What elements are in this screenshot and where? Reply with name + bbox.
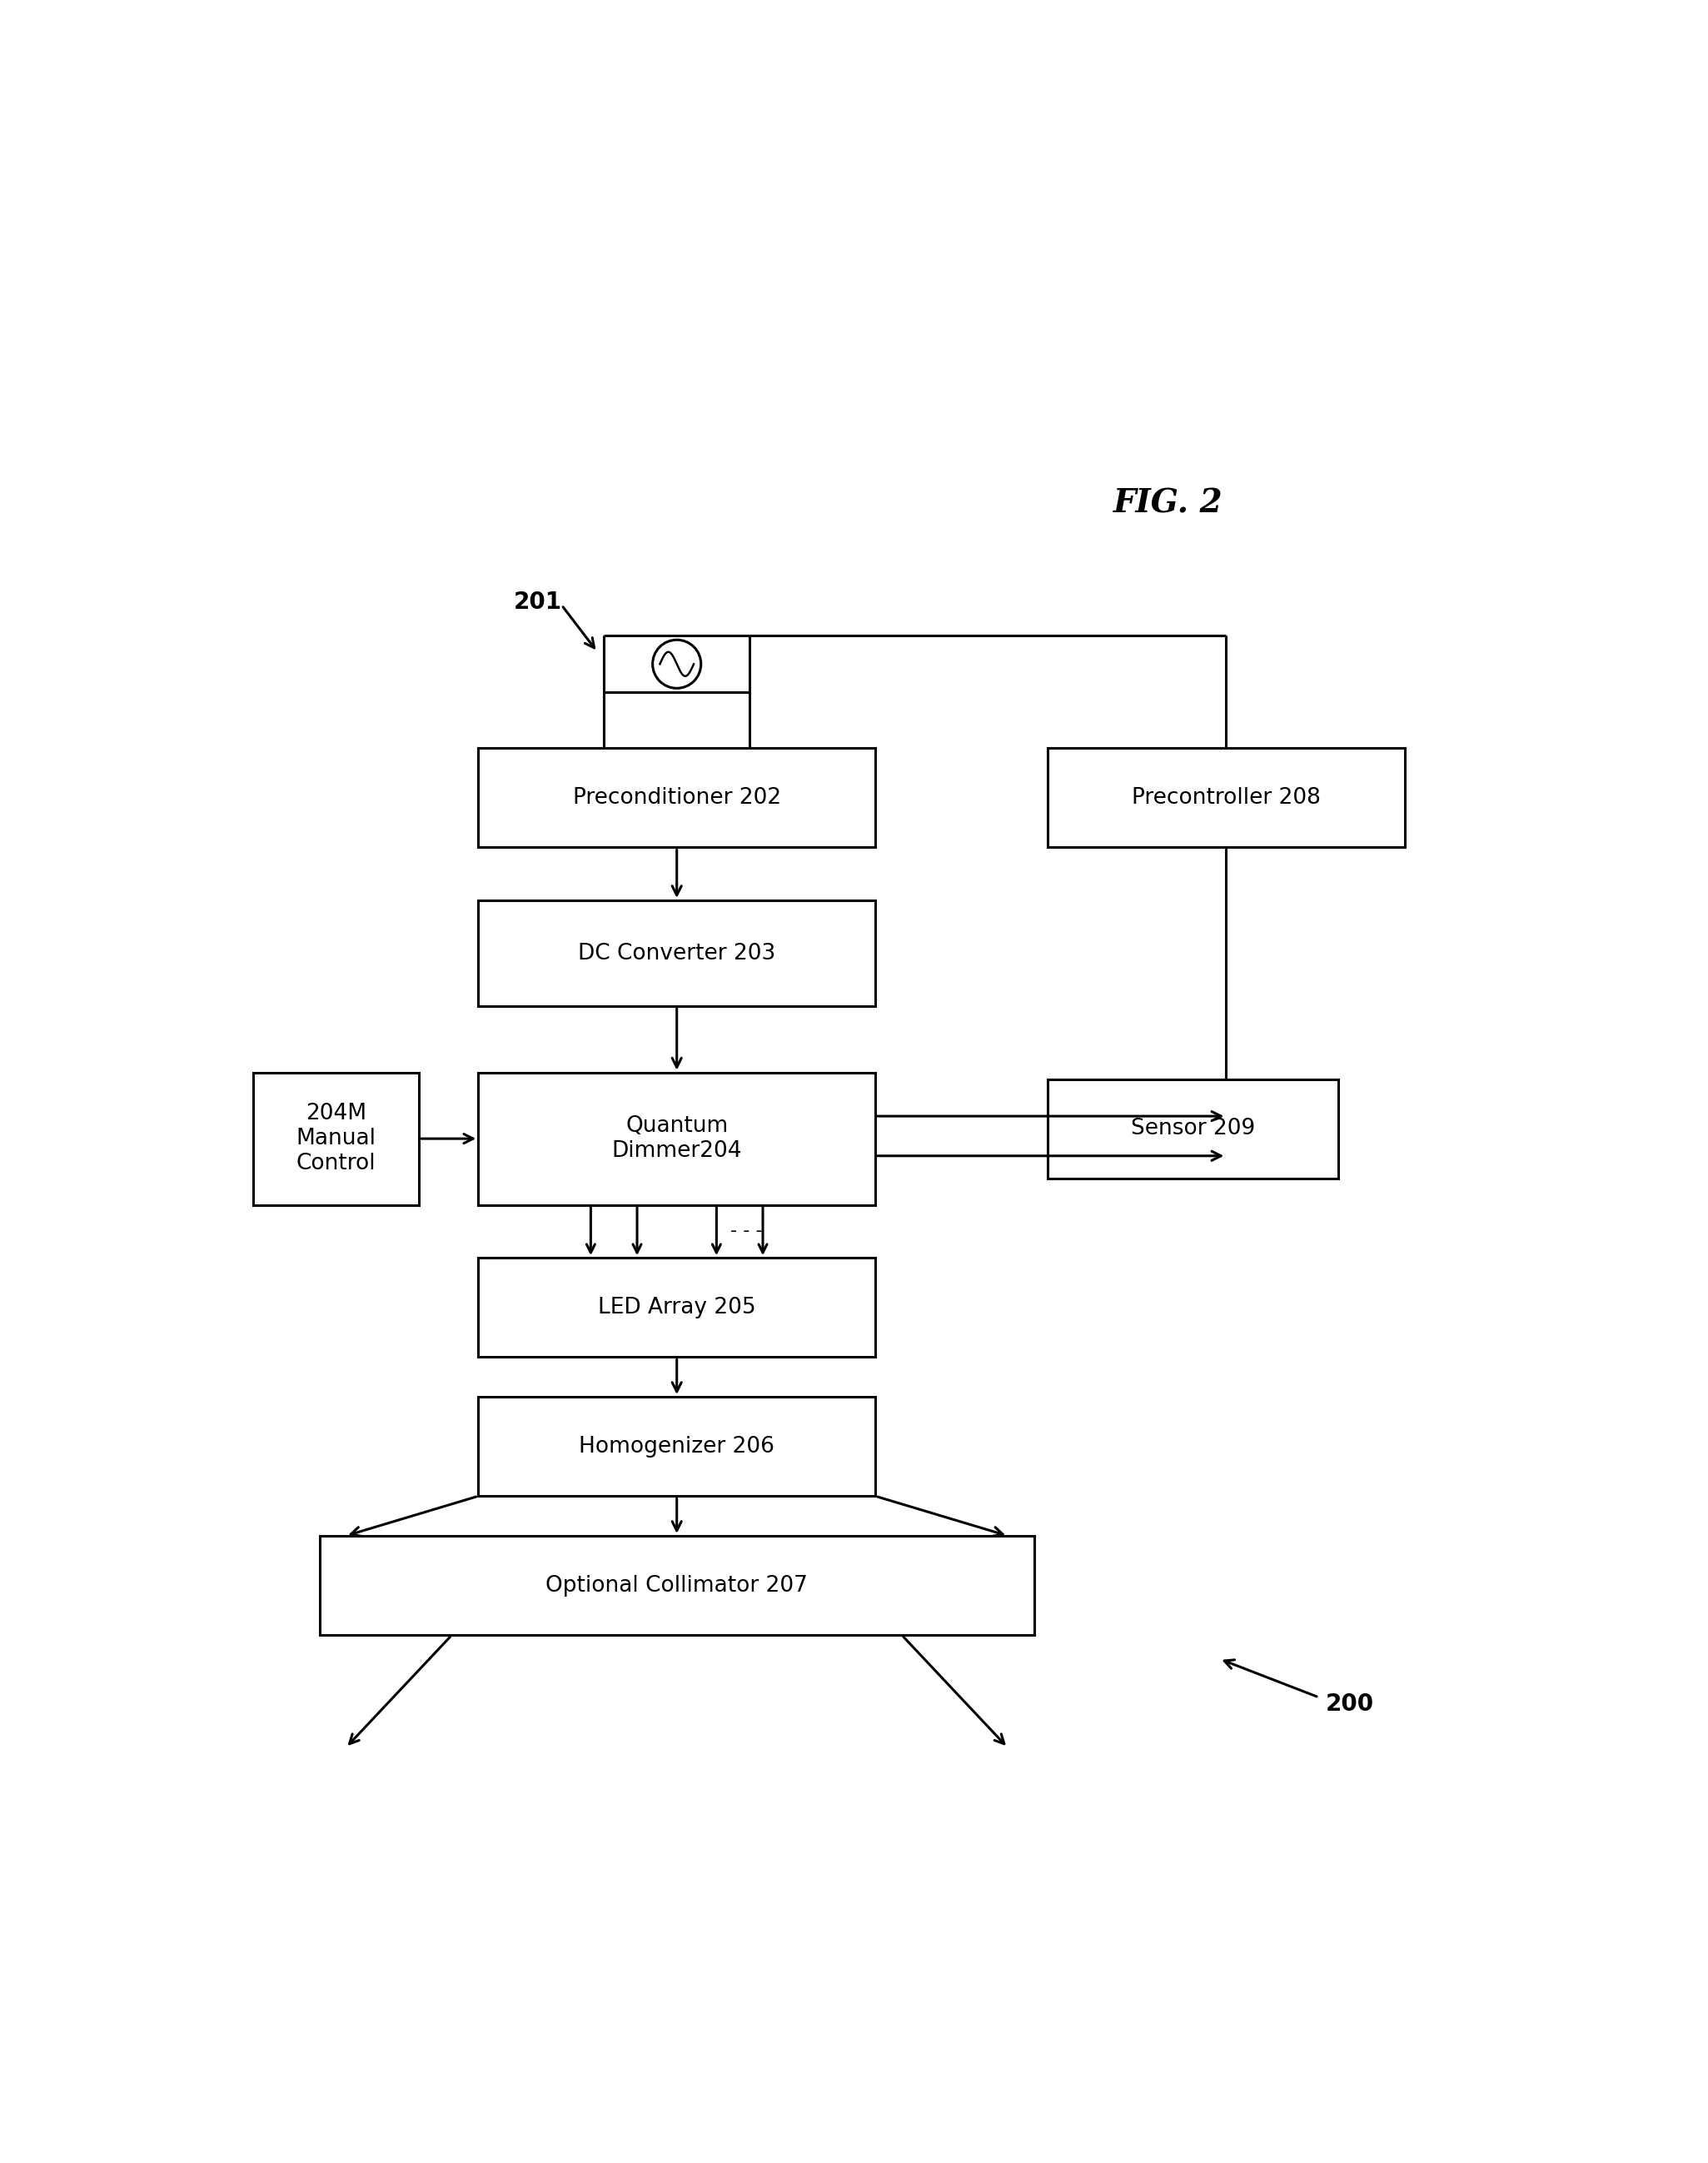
Bar: [478, 1073, 874, 1205]
Text: - - -: - - -: [731, 1222, 762, 1239]
Text: 200: 200: [1325, 1691, 1373, 1715]
Text: 201: 201: [514, 590, 562, 614]
Text: Optional Collimator 207: Optional Collimator 207: [545, 1575, 808, 1596]
Text: Precontroller 208: Precontroller 208: [1132, 787, 1320, 809]
Text: Preconditioner 202: Preconditioner 202: [572, 787, 781, 809]
Text: DC Converter 203: DC Converter 203: [577, 943, 775, 965]
Bar: [1047, 1079, 1339, 1179]
Bar: [253, 1073, 418, 1205]
Text: Quantum
Dimmer204: Quantum Dimmer204: [611, 1116, 741, 1162]
Text: FIG. 2: FIG. 2: [1114, 487, 1223, 519]
Bar: [478, 748, 874, 848]
Text: 204M
Manual
Control: 204M Manual Control: [295, 1103, 376, 1175]
Text: LED Array 205: LED Array 205: [598, 1296, 755, 1317]
Ellipse shape: [652, 640, 700, 688]
Bar: [478, 1259, 874, 1356]
Bar: [478, 900, 874, 1006]
Text: Sensor 209: Sensor 209: [1131, 1118, 1255, 1140]
Bar: [1047, 748, 1404, 848]
Bar: [319, 1536, 1035, 1635]
Text: Homogenizer 206: Homogenizer 206: [579, 1436, 775, 1458]
Bar: [478, 1397, 874, 1497]
